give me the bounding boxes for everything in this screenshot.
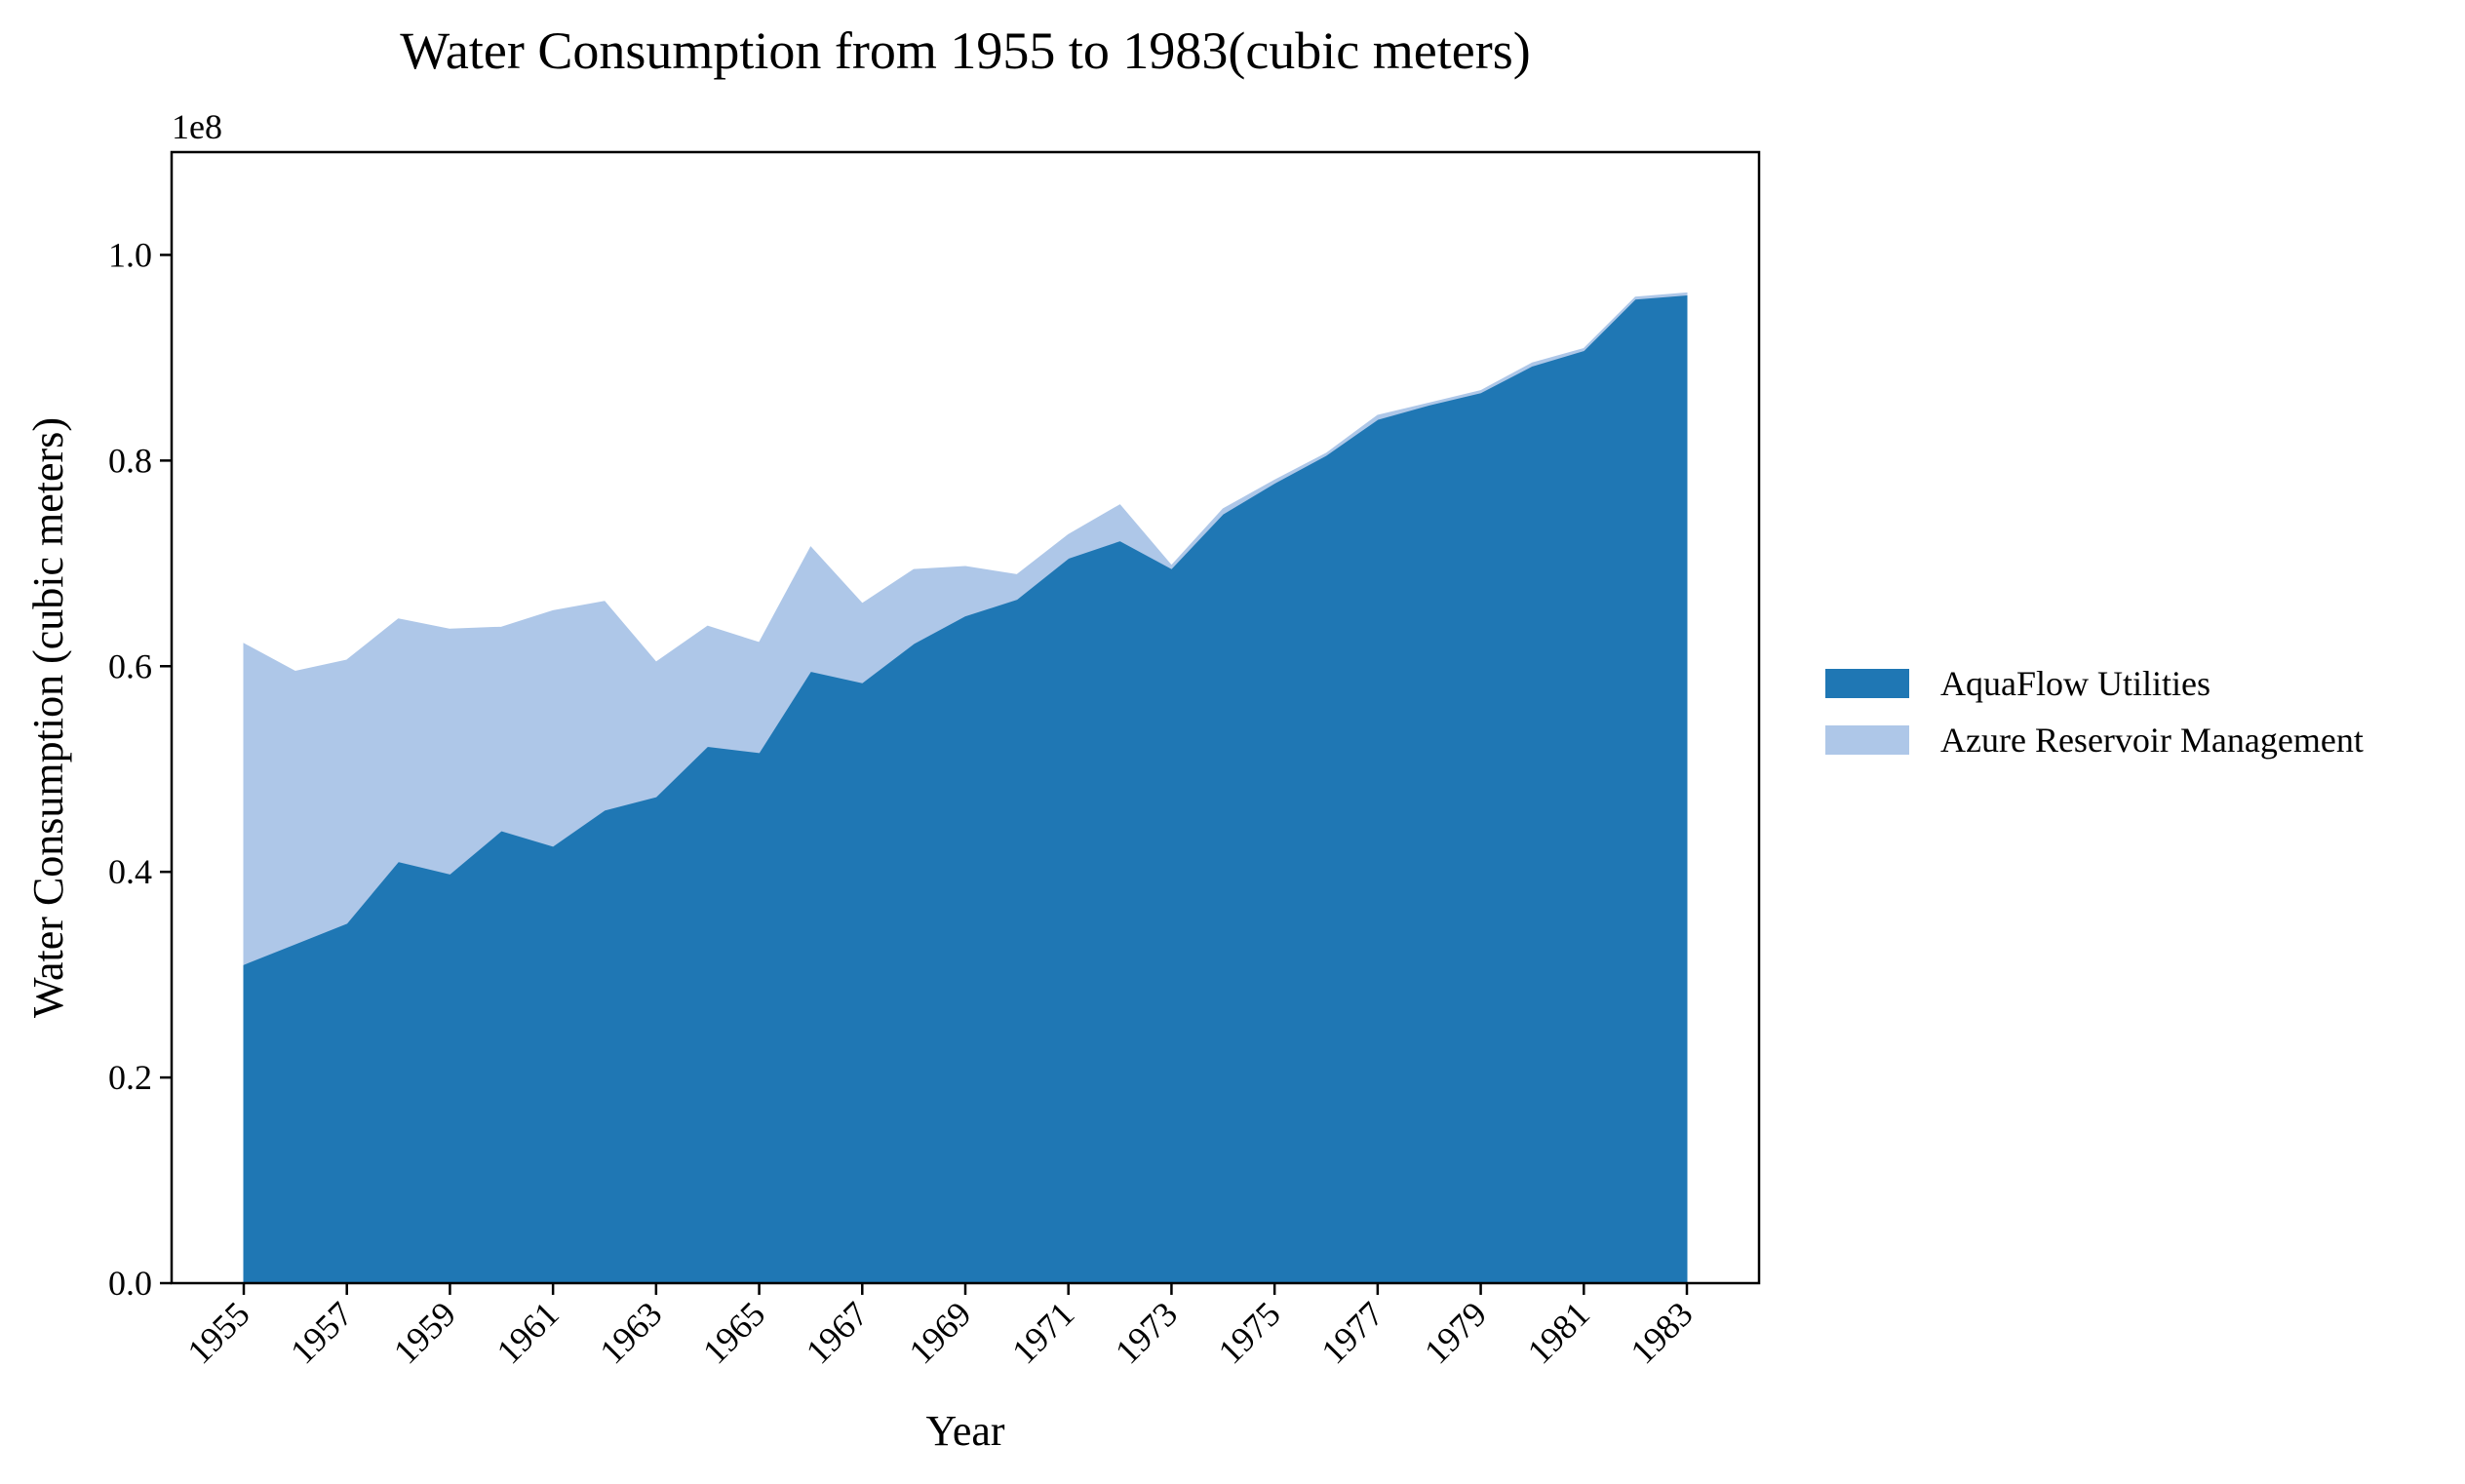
x-tick-label: 1963: [592, 1294, 669, 1371]
y-tick-label: 0.4: [108, 852, 152, 891]
x-tick-label: 1981: [1520, 1294, 1597, 1371]
x-tick-label: 1959: [386, 1294, 463, 1371]
area-series-2: [243, 292, 1688, 965]
legend-swatch: [1825, 725, 1909, 755]
y-tick-label: 0.2: [108, 1058, 152, 1097]
y-tick-label: 1.0: [108, 235, 152, 274]
x-tick-label: 1983: [1623, 1294, 1700, 1371]
x-tick-label: 1975: [1211, 1294, 1288, 1371]
x-tick-label: 1955: [179, 1294, 256, 1371]
x-tick-label: 1973: [1108, 1294, 1185, 1371]
chart-title: Water Consumption from 1955 to 1983(cubi…: [400, 21, 1530, 80]
y-axis-label: Water Consumption (cubic meters): [24, 417, 72, 1018]
y-tick-label: 0.0: [108, 1264, 152, 1303]
x-tick-label: 1957: [283, 1294, 360, 1371]
y-tick-label: 0.6: [108, 646, 152, 685]
legend-swatch: [1825, 669, 1909, 698]
legend: AquaFlow Utilities Azure Reservoir Manage…: [1825, 664, 2364, 760]
y-tick-label: 0.8: [108, 441, 152, 480]
legend-label: Azure Reservoir Management: [1940, 721, 2364, 760]
x-tick-label: 1979: [1417, 1294, 1494, 1371]
x-axis-label: Year: [925, 1407, 1004, 1455]
x-axis: 1955 1957 1959 1961 1963 1965 1967 1969 1971 1973…: [179, 1283, 1701, 1372]
x-tick-label: 1969: [901, 1294, 978, 1371]
x-tick-label: 1967: [799, 1294, 876, 1371]
x-tick-label: 1961: [489, 1294, 567, 1371]
legend-label: AquaFlow Utilities: [1940, 664, 2211, 703]
x-tick-label: 1965: [695, 1294, 772, 1371]
y-axis: 0.0 0.2 0.4 0.6 0.8 1.0: [108, 235, 172, 1303]
x-tick-label: 1971: [1004, 1294, 1081, 1371]
plot-area: [243, 292, 1688, 1284]
y-offset-label: 1e8: [172, 107, 222, 146]
x-tick-label: 1977: [1313, 1294, 1390, 1371]
